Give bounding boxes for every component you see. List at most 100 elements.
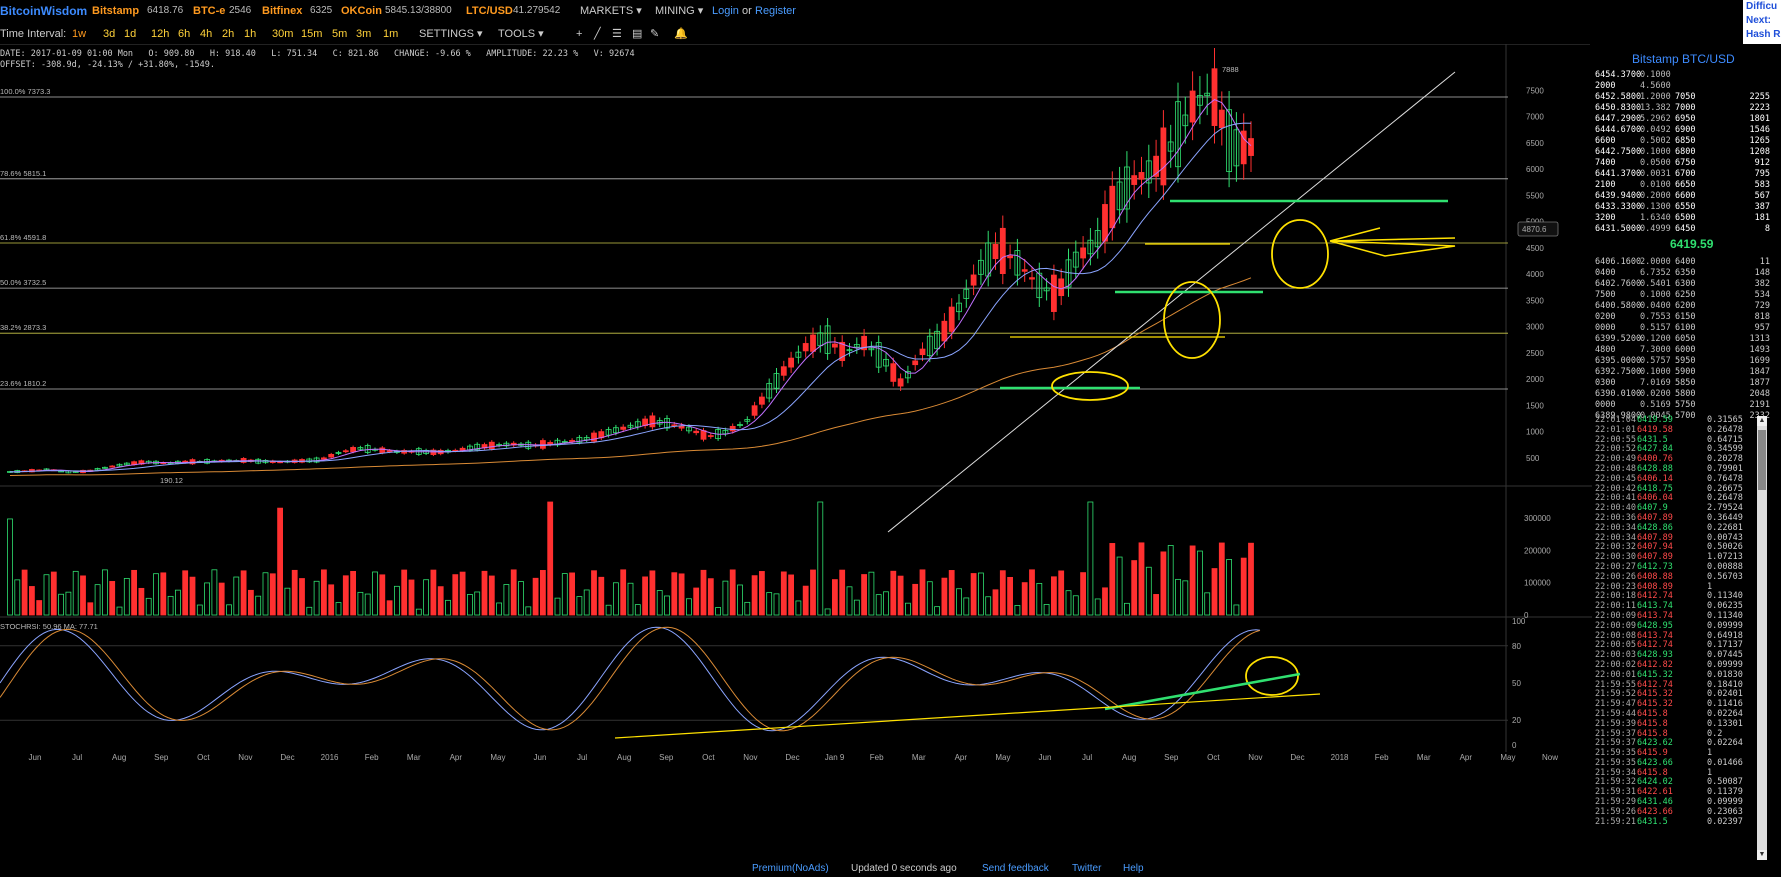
- trade-time: 21:59:37: [1595, 728, 1636, 739]
- scroll-down-icon[interactable]: ▼: [1757, 850, 1767, 860]
- interval-5m[interactable]: 5m: [332, 28, 348, 40]
- interval-3m[interactable]: 3m: [356, 28, 372, 40]
- orderbook-cell: 5800: [1675, 389, 1696, 399]
- price-chart[interactable]: 5001000150020002500300035004000450050005…: [0, 44, 1592, 860]
- volume-bar: [1080, 572, 1086, 616]
- trade-amount: 0.50026: [1707, 542, 1743, 553]
- price-axis-tick: 1500: [1526, 401, 1544, 410]
- candle-body: [1138, 172, 1145, 180]
- interval-12h[interactable]: 12h: [151, 28, 170, 40]
- interval-1m[interactable]: 1m: [383, 28, 399, 40]
- interval-2h[interactable]: 2h: [222, 28, 235, 40]
- orderbook-cell: 6452.5800: [1595, 92, 1642, 102]
- volume-bar: [664, 595, 670, 616]
- orderbook-cell: 1208: [1749, 147, 1770, 157]
- volume-bar: [700, 569, 707, 616]
- line-tool-icon[interactable]: ╱: [594, 28, 601, 40]
- volume-bar: [393, 585, 400, 616]
- trade-price: 6415.8: [1637, 728, 1668, 739]
- scroll-up-icon[interactable]: ▲: [1757, 416, 1767, 426]
- candle-body: [1102, 204, 1108, 242]
- login-link[interactable]: Login: [712, 5, 739, 17]
- volume-bar: [642, 576, 648, 616]
- tools-menu[interactable]: TOOLS ▾: [498, 28, 544, 40]
- interval-4h[interactable]: 4h: [200, 28, 213, 40]
- trade-time: 21:59:26: [1595, 806, 1636, 817]
- fib-level-label: 50.0% 3732.5: [0, 278, 46, 287]
- orderbook-cell: 0.5401: [1640, 279, 1671, 289]
- time-axis-tick: Apr: [450, 753, 463, 762]
- interval-15m[interactable]: 15m: [301, 28, 323, 40]
- trade-amount: 0.02264: [1707, 708, 1743, 719]
- exchange-okcoin[interactable]: OKCoin: [341, 5, 382, 17]
- volume-bar: [788, 574, 794, 616]
- fib-tool-icon[interactable]: ☰: [612, 28, 622, 40]
- interval-1w[interactable]: 1w: [72, 28, 87, 40]
- interval-1h[interactable]: 1h: [244, 28, 257, 40]
- trade-amount: 0.64918: [1707, 630, 1743, 641]
- exchange-bitfinex[interactable]: Bitfinex: [262, 5, 303, 17]
- volume-bar: [459, 571, 466, 616]
- trade-amount: 0.79901: [1707, 463, 1743, 474]
- orderbook-cell: 4.5600: [1640, 81, 1671, 91]
- volume-bar: [1160, 551, 1167, 616]
- orderbook-cell: 7500: [1595, 290, 1616, 300]
- volume-bar: [240, 570, 247, 616]
- candle-body: [627, 424, 634, 428]
- alert-bell-icon[interactable]: 🔔: [674, 28, 688, 40]
- orderbook-cell: 4800: [1595, 345, 1616, 355]
- volume-bar: [1167, 545, 1174, 616]
- channel-tool-icon[interactable]: ▤: [632, 28, 643, 40]
- orderbook-cell: 2000: [1595, 81, 1616, 91]
- trades-scrollbar[interactable]: ▲ ▼: [1757, 416, 1767, 860]
- exchange-bitstamp[interactable]: Bitstamp: [92, 5, 140, 17]
- exchange-ltcusd[interactable]: LTC/USD: [466, 5, 513, 17]
- volume-bar: [299, 578, 305, 616]
- difficulty-line: Difficu: [1746, 1, 1778, 12]
- interval-1d[interactable]: 1d: [124, 28, 137, 40]
- scroll-thumb[interactable]: [1758, 430, 1766, 490]
- markets-menu[interactable]: MARKETS ▾: [580, 5, 642, 17]
- trade-time: 21:59:35: [1595, 757, 1636, 768]
- twitter-link[interactable]: Twitter: [1072, 863, 1102, 874]
- volume-bar: [357, 591, 364, 616]
- candle-body: [890, 363, 897, 382]
- volume-bar: [1240, 557, 1247, 616]
- trade-price: 6415.8: [1637, 708, 1668, 719]
- volume-bar: [160, 572, 167, 616]
- trade-price: 6406.04: [1637, 493, 1673, 504]
- draw-tool-icon[interactable]: ✎: [650, 28, 660, 40]
- candle-body: [751, 405, 758, 416]
- crosshair-tool-icon[interactable]: +: [576, 28, 583, 40]
- mining-menu[interactable]: MINING ▾: [655, 5, 704, 17]
- interval-3d[interactable]: 3d: [103, 28, 116, 40]
- ohlc-info: DATE: 2017-01-09 01:00 Mon O: 909.80 H: …: [0, 49, 635, 71]
- price-axis-tick: 3000: [1526, 323, 1544, 332]
- help-link[interactable]: Help: [1123, 863, 1144, 874]
- premium-link[interactable]: Premium(NoAds): [752, 863, 829, 874]
- volume-bar: [1226, 559, 1232, 616]
- difficulty-widget[interactable]: Difficu Next: Hash R: [1743, 0, 1781, 44]
- trade-price: 6407.9: [1637, 503, 1668, 514]
- send-feedback-link[interactable]: Send feedback: [982, 863, 1049, 874]
- settings-menu[interactable]: SETTINGS ▾: [419, 28, 483, 40]
- orderbook-cell: 6750: [1675, 158, 1696, 168]
- volume-bar: [795, 600, 802, 616]
- interval-6h[interactable]: 6h: [178, 28, 191, 40]
- trade-time: 22:00:48: [1595, 463, 1636, 474]
- trade-price: 6412.74: [1637, 679, 1673, 690]
- trade-amount: 0.11340: [1707, 610, 1743, 621]
- volume-pane: 0 100000 200000 300000: [7, 501, 1551, 620]
- exchange-btce[interactable]: BTC-e: [193, 5, 226, 17]
- candle-body: [1131, 175, 1138, 185]
- volume-bar: [167, 595, 174, 616]
- volume-bar: [598, 576, 605, 616]
- interval-30m[interactable]: 30m: [272, 28, 294, 40]
- candle-body: [861, 335, 867, 351]
- candle-body: [1204, 92, 1211, 97]
- orderbook-cell: 13.382: [1640, 103, 1671, 113]
- volume-bar: [488, 575, 495, 616]
- candle-body: [649, 415, 656, 428]
- register-link[interactable]: Register: [755, 5, 796, 17]
- brand-logo[interactable]: BitcoinWisdom: [0, 4, 88, 18]
